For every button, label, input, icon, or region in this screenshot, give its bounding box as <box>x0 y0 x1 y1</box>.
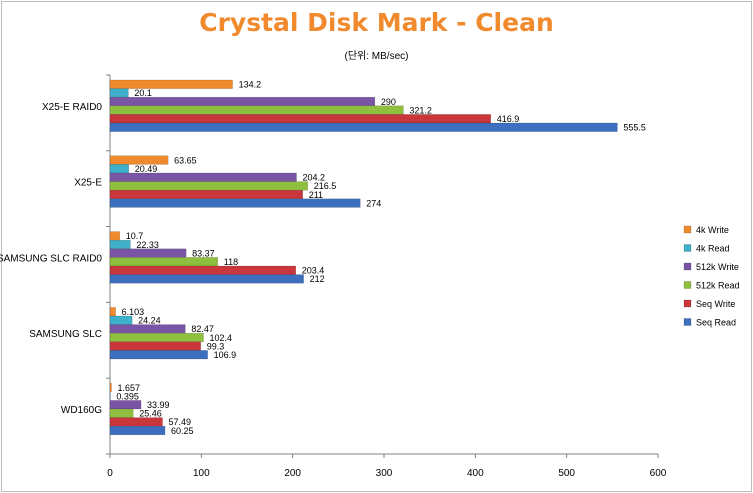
legend-swatch-512k-write <box>683 262 692 271</box>
bar-seq-read-x25-e <box>109 198 361 208</box>
x-tick-label: 100 <box>193 468 210 479</box>
data-label-seq-read-x25-e: 274 <box>366 198 381 208</box>
data-label-512k-write-x25-e: 204.2 <box>303 173 326 183</box>
bar-4k-write-samsung-slc-raid0 <box>109 231 121 241</box>
bar-512k-write-wd160g <box>109 400 142 410</box>
bar-4k-read-x25-e-raid0 <box>109 88 129 98</box>
data-label-4k-read-x25-e: 20.49 <box>135 164 158 174</box>
data-label-4k-write-wd160g: 1.657 <box>118 383 141 393</box>
x-tick-label: 400 <box>467 468 484 479</box>
data-label-4k-write-x25-e-raid0: 134.2 <box>239 80 262 90</box>
bar-512k-write-x25-e <box>109 172 297 182</box>
x-tick-label: 500 <box>558 468 575 479</box>
data-label-4k-read-wd160g: 0.395 <box>116 391 139 401</box>
legend-swatch-seq-write <box>683 299 692 308</box>
data-label-seq-write-samsung-slc: 99.3 <box>207 341 225 351</box>
chart-bars: 134.2 20.1 290 321.2 416.9 555.5 63.65 20.49 204… <box>109 79 646 436</box>
chart-legend: 4k Write 4k Read 512k Write 512k Read Seq Wr… <box>683 225 740 328</box>
bar-512k-read-x25-e-raid0 <box>109 105 404 115</box>
data-label-seq-write-samsung-slc-raid0: 203.4 <box>302 266 325 276</box>
x-tick-label: 600 <box>650 468 667 479</box>
category-label-x25-e: X25-E <box>74 178 102 189</box>
legend-label-seq-read: Seq Read <box>696 318 736 328</box>
legend-swatch-512k-read <box>683 281 692 289</box>
x-tick-label: 0 <box>107 468 113 479</box>
legend-label-512k-read: 512k Read <box>696 281 740 291</box>
data-label-4k-write-x25-e: 63.65 <box>174 155 197 165</box>
bar-512k-read-wd160g <box>109 408 134 418</box>
data-label-seq-write-x25-e-raid0: 416.9 <box>497 114 520 124</box>
bar-4k-write-samsung-slc <box>109 307 116 317</box>
bar-4k-write-x25-e <box>109 155 169 165</box>
data-label-seq-write-wd160g: 57.49 <box>169 417 192 427</box>
bar-seq-write-wd160g <box>109 417 163 427</box>
data-label-512k-read-x25-e: 216.5 <box>314 181 337 191</box>
bar-512k-write-samsung-slc-raid0 <box>109 248 187 258</box>
legend-swatch-4k-read <box>683 244 692 252</box>
legend-label-seq-write: Seq Write <box>696 299 735 309</box>
bar-512k-write-x25-e-raid0 <box>109 96 376 107</box>
data-label-4k-read-samsung-slc-raid0: 22.33 <box>136 240 159 250</box>
data-label-seq-read-wd160g: 60.25 <box>171 426 194 436</box>
bar-seq-read-wd160g <box>109 425 166 436</box>
data-label-512k-write-samsung-slc-raid0: 83.37 <box>192 248 215 258</box>
data-label-512k-read-x25-e-raid0: 321.2 <box>409 105 432 115</box>
bar-4k-write-x25-e-raid0 <box>109 79 233 89</box>
data-label-512k-read-samsung-slc-raid0: 118 <box>224 257 238 267</box>
data-label-512k-write-samsung-slc: 82.47 <box>191 324 214 334</box>
bar-512k-read-samsung-slc <box>109 332 204 343</box>
data-label-512k-read-samsung-slc: 102.4 <box>210 333 233 343</box>
bar-seq-write-samsung-slc <box>109 341 201 351</box>
category-label-x25-e-raid0: X25-E RAID0 <box>42 102 102 113</box>
chart-axes: 0 100 200 300 400 500 600 X25-E RAID0 X25-E SAMSU… <box>0 74 667 479</box>
bar-512k-read-x25-e <box>109 181 308 191</box>
data-label-seq-read-samsung-slc: 106.9 <box>214 350 237 360</box>
bar-4k-read-x25-e <box>109 164 129 174</box>
data-label-4k-read-x25-e-raid0: 20.1 <box>134 88 152 98</box>
bar-512k-read-samsung-slc-raid0 <box>109 257 219 267</box>
data-label-512k-write-wd160g: 33.99 <box>147 400 170 410</box>
bar-seq-write-x25-e <box>109 189 303 200</box>
chart-subtitle: (단위: MB/sec) <box>344 51 409 62</box>
x-tick-label: 200 <box>284 468 301 479</box>
data-label-4k-read-samsung-slc: 24.24 <box>138 316 161 326</box>
data-label-seq-read-samsung-slc-raid0: 212 <box>310 274 325 284</box>
legend-swatch-seq-read <box>683 318 692 326</box>
legend-label-512k-write: 512k Write <box>696 262 739 272</box>
bar-seq-read-x25-e-raid0 <box>109 122 618 132</box>
category-label-samsung-slc: SAMSUNG SLC <box>29 329 102 340</box>
data-label-512k-read-wd160g: 25.46 <box>139 409 162 419</box>
category-label-wd160g: WD160G <box>61 405 102 416</box>
bar-seq-write-samsung-slc-raid0 <box>109 265 297 275</box>
x-tick-label: 300 <box>376 468 393 479</box>
chart-title: Crystal Disk Mark - Clean <box>199 8 554 37</box>
bar-seq-read-samsung-slc-raid0 <box>109 274 304 284</box>
data-label-seq-write-x25-e: 211 <box>309 190 323 200</box>
data-label-512k-write-x25-e-raid0: 290 <box>381 97 396 107</box>
legend-label-4k-read: 4k Read <box>696 244 730 254</box>
category-label-samsung-slc-raid0: SAMSUNG SLC RAID0 <box>0 253 102 264</box>
bar-4k-write-wd160g <box>109 382 112 393</box>
legend-label-4k-write: 4k Write <box>696 225 729 235</box>
bar-seq-read-samsung-slc <box>109 350 208 360</box>
bar-seq-write-x25-e-raid0 <box>109 114 492 124</box>
legend-swatch-4k-write <box>683 225 692 234</box>
data-label-4k-write-samsung-slc: 6.103 <box>122 307 145 317</box>
bar-512k-write-samsung-slc <box>109 324 186 334</box>
bar-4k-read-samsung-slc <box>109 315 133 325</box>
data-label-4k-write-samsung-slc-raid0: 10.7 <box>126 231 144 241</box>
data-label-seq-read-x25-e-raid0: 555.5 <box>623 123 646 133</box>
bar-4k-read-samsung-slc-raid0 <box>109 239 131 250</box>
